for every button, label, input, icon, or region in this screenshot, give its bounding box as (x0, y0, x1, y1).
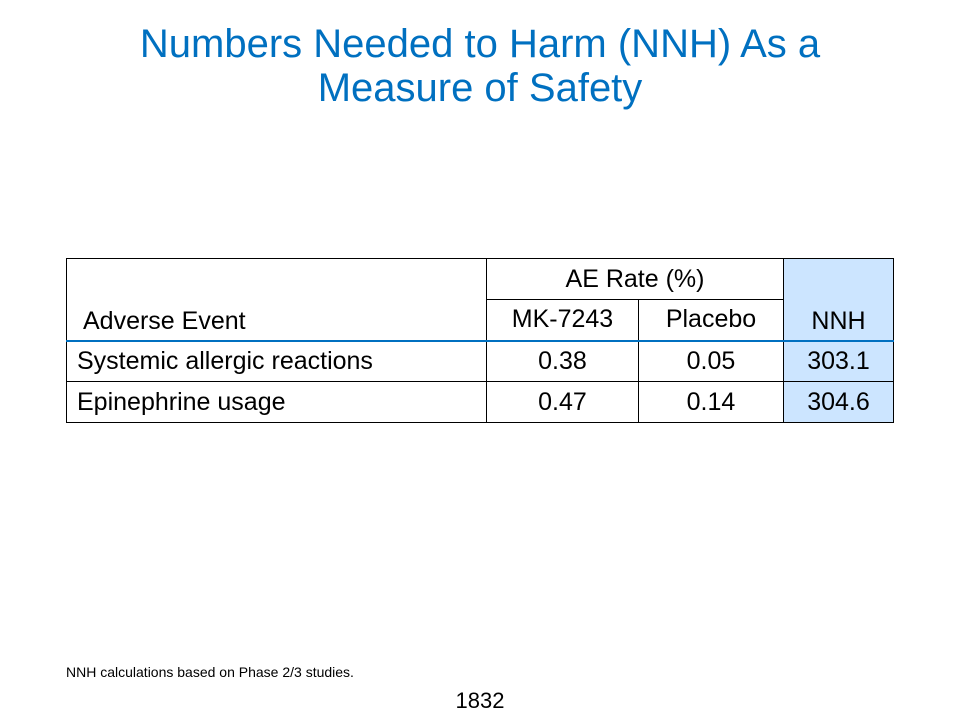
row-placebo-rate-cell: 0.14 (638, 381, 784, 423)
adverse-event-header: Adverse Event (66, 258, 487, 341)
row-placebo-rate-cell: 0.05 (638, 339, 784, 382)
table-subheader-row: MK-7243 Placebo (67, 299, 894, 341)
slide-title-line-1: Numbers Needed to Harm (NNH) As a (139, 22, 821, 66)
footnote: NNH calculations based on Phase 2/3 stud… (66, 664, 354, 680)
table-header-row: Adverse Event AE Rate (%) NNH (66, 258, 894, 341)
nnh-table: Adverse Event AE Rate (%) NNH MK-7243 Pl… (66, 258, 894, 423)
nnh-header: NNH (783, 258, 894, 341)
page-number: 1832 (455, 688, 505, 713)
row-event-cell: Systemic allergic reactions (66, 339, 487, 382)
placebo-header: Placebo (638, 299, 784, 341)
row-mk-rate-cell: 0.38 (486, 339, 639, 382)
slide-title-line-2: Measure of Safety (317, 66, 643, 110)
table-row: Epinephrine usage 0.47 0.14 304.6 (66, 381, 894, 423)
row-nnh-cell: 304.6 (783, 381, 894, 423)
table-row: Systemic allergic reactions 0.38 0.05 30… (66, 339, 894, 382)
ae-rate-header: AE Rate (%) (486, 258, 784, 300)
row-mk-rate-cell: 0.47 (486, 381, 639, 423)
row-event-cell: Epinephrine usage (66, 381, 487, 423)
mk-7243-header: MK-7243 (486, 299, 639, 341)
row-nnh-cell: 303.1 (783, 339, 894, 382)
slide-title: Numbers Needed to Harm (NNH) As a Measur… (0, 22, 960, 110)
